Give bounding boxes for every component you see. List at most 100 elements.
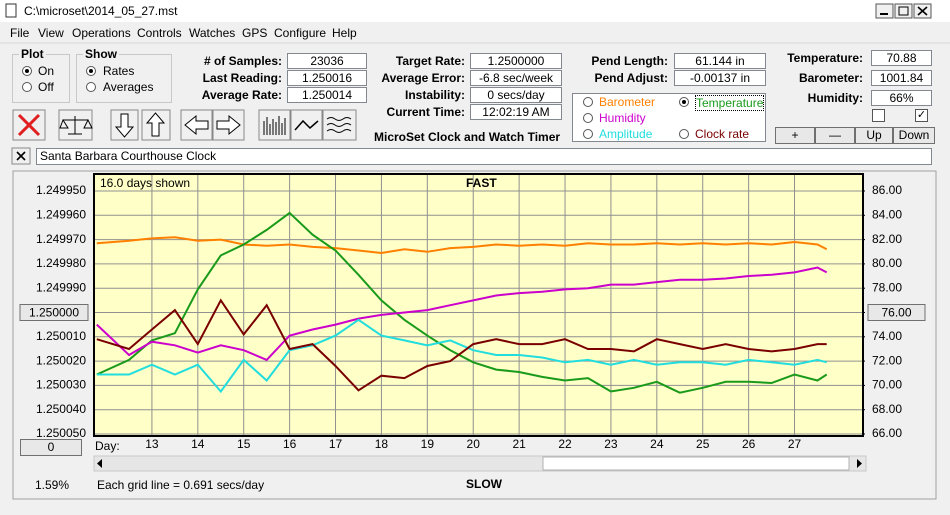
- days-shown: 16.0 days shown: [100, 176, 191, 190]
- field-value: 1.2500000: [470, 53, 562, 69]
- y-tick-label: 1.250050: [36, 426, 86, 440]
- radio-label: On: [38, 64, 55, 78]
- scale-button[interactable]: —: [815, 127, 855, 144]
- y-tick-label: 1.249980: [36, 256, 86, 270]
- y2-tick-label: 82.00: [872, 232, 902, 246]
- scale-button[interactable]: Up: [855, 127, 893, 144]
- radio-sensor[interactable]: [583, 129, 593, 139]
- x-tick-label: 14: [191, 437, 205, 451]
- series-line: [96, 211, 828, 394]
- chart-title: FAST: [466, 176, 497, 190]
- series-line: [96, 266, 828, 362]
- sensor-label: Temperature: [695, 95, 765, 111]
- y2-tick-label: 84.00: [872, 207, 902, 221]
- series-lines: [96, 211, 828, 394]
- grid: 1.249950 1.249960 1.249970 1.249980 1.249990…: [19, 175, 926, 451]
- radio-on[interactable]: [22, 66, 32, 76]
- sensor-panel: [572, 93, 766, 142]
- reference-button: [867, 304, 926, 321]
- stop-button[interactable]: [12, 109, 46, 141]
- x-tick-label: 16: [283, 437, 297, 451]
- menu-item[interactable]: Operations: [72, 26, 131, 40]
- scroll-right[interactable]: [857, 459, 862, 468]
- y2-tick-label: 70.00: [872, 378, 902, 392]
- field-value: 61.144 in: [674, 53, 766, 69]
- field-label: Barometer:: [798, 71, 863, 85]
- y-tick-label: 1.250020: [36, 353, 86, 367]
- y2-tick-label: 86.00: [872, 183, 902, 197]
- field-value: 70.88: [871, 50, 932, 66]
- menu-item[interactable]: Watches: [189, 26, 236, 40]
- y-tick-label: 1.249960: [36, 207, 86, 221]
- reference-button: [19, 304, 89, 321]
- field-value: 66%: [871, 90, 932, 106]
- offset-button[interactable]: 0: [20, 439, 82, 456]
- bars-glyph: [263, 116, 286, 135]
- y-tick-label: 1.249970: [36, 232, 86, 246]
- radio-sensor[interactable]: [679, 129, 689, 139]
- app-icon: [5, 3, 17, 18]
- scroll-left[interactable]: [97, 459, 102, 468]
- group-title: Plot: [19, 47, 46, 61]
- toolbar: [11, 109, 357, 165]
- y-tick-label: 1.250040: [36, 402, 86, 416]
- field-label: Last Reading:: [202, 71, 282, 85]
- field-value: 1001.84: [871, 70, 932, 86]
- radio-label: Off: [38, 80, 54, 94]
- menu-item[interactable]: GPS: [242, 26, 268, 40]
- x-tick-label: 25: [696, 437, 710, 451]
- window-title: C:\microset\2014_05_27.mst: [24, 4, 178, 18]
- scrollbar-thumb[interactable]: [542, 456, 850, 471]
- radio-sensor[interactable]: [583, 97, 593, 107]
- y2-tick-label: 78.00: [872, 280, 902, 294]
- x-tick-label: 26: [742, 437, 756, 451]
- menu-item[interactable]: Help: [332, 26, 357, 40]
- y2-tick-label: 74.00: [872, 329, 902, 343]
- checkbox-checked[interactable]: ✓: [915, 109, 928, 122]
- x-tick-label: 27: [788, 437, 802, 451]
- checkbox[interactable]: [872, 109, 885, 122]
- radio-averages[interactable]: [86, 82, 96, 92]
- minimize-button[interactable]: [875, 3, 894, 19]
- radio-label: Rates: [103, 64, 135, 78]
- y2-tick-label: 80.00: [872, 256, 902, 270]
- radio-sensor[interactable]: [583, 113, 593, 123]
- plot-area: [93, 173, 864, 437]
- y-tick-label: 1.250010: [36, 329, 86, 343]
- line-glyph: [294, 119, 319, 131]
- field-label: Current Time:: [386, 105, 465, 119]
- sensor-label: Amplitude: [599, 127, 653, 141]
- balance-glyph: [59, 116, 93, 135]
- y2-tick-label: 66.00: [872, 426, 902, 440]
- group-title: Show: [83, 47, 119, 61]
- scale-button[interactable]: Down: [893, 127, 935, 144]
- x-axis-label: Day:: [95, 439, 120, 453]
- menu-item[interactable]: Controls: [137, 26, 182, 40]
- percent: 1.59%: [35, 478, 70, 492]
- series-line: [96, 318, 827, 394]
- radio-off[interactable]: [22, 82, 32, 92]
- radio-rates[interactable]: [86, 66, 96, 76]
- y-tick-label: 1.249990: [36, 280, 86, 294]
- down-glyph: [114, 113, 135, 138]
- field-value: -6.8 sec/week: [470, 70, 562, 86]
- menu-item[interactable]: View: [38, 26, 64, 40]
- radio-sensor[interactable]: [679, 97, 689, 107]
- clock-name-input[interactable]: Santa Barbara Courthouse Clock: [36, 148, 932, 165]
- field-label: Humidity:: [807, 91, 863, 105]
- field-label: Average Rate:: [201, 88, 282, 102]
- y-tick-label: 1.249950: [36, 183, 86, 197]
- scale-button[interactable]: +: [775, 127, 815, 144]
- menu-item[interactable]: Configure: [274, 26, 327, 40]
- menu-item[interactable]: File: [10, 26, 30, 40]
- field-value: 1.250014: [287, 87, 367, 103]
- field-value: 23036: [287, 53, 367, 69]
- x-tick-label: 22: [558, 437, 572, 451]
- timer-title: MicroSet Clock and Watch Timer: [374, 130, 561, 144]
- wave-glyph: [326, 117, 352, 133]
- field-label: Instability:: [404, 88, 465, 102]
- reference-label: 76.00: [881, 306, 911, 320]
- maximize-button[interactable]: [894, 3, 913, 19]
- close-glyph: [917, 6, 928, 16]
